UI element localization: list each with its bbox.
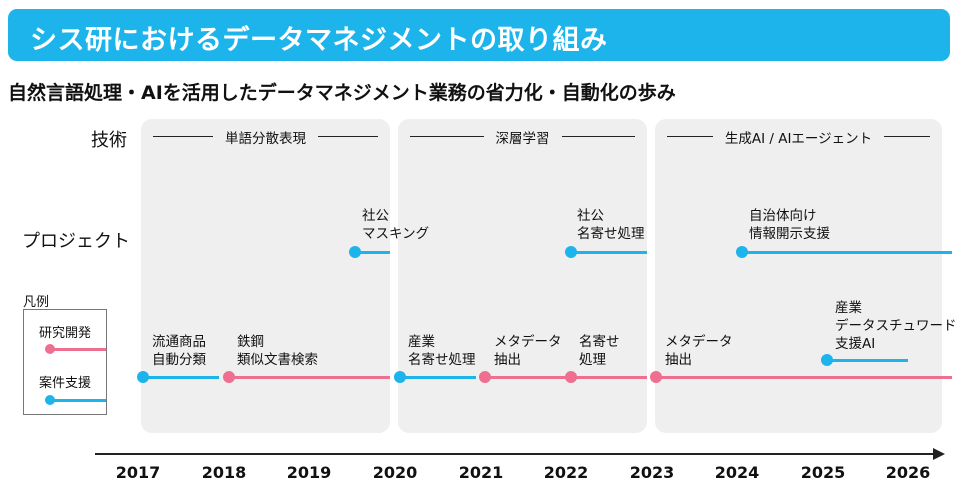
row-label-tech: 技術 <box>91 130 127 151</box>
research-label: 名寄せ 処理 <box>579 334 620 368</box>
project-label: 自治体向け 情報開示支援 <box>749 208 830 242</box>
era-header: 単語分散表現 <box>153 119 378 154</box>
project-bar <box>741 251 952 254</box>
era-line <box>318 136 378 137</box>
research-dot <box>223 371 235 383</box>
project-bar <box>355 251 390 254</box>
year-label: 2024 <box>714 463 760 482</box>
legend: 研究開発 案件支援 <box>23 309 107 415</box>
era-line <box>667 136 713 137</box>
research-dot <box>479 371 491 383</box>
era-header: 生成AI / AIエージェント <box>667 119 931 154</box>
title-bar: シス研におけるデータマネジメントの取り組み <box>8 9 950 61</box>
research-label: 流通商品 自動分類 <box>152 334 206 368</box>
project-dot <box>565 246 577 258</box>
project-label: 社公 マスキング <box>362 208 430 242</box>
research-bar <box>400 376 476 379</box>
research-dot <box>565 371 577 383</box>
era-line <box>884 136 931 137</box>
legend-support-dot <box>45 395 55 405</box>
year-label: 2026 <box>885 463 931 482</box>
year-label: 2023 <box>629 463 675 482</box>
research-dot <box>821 354 833 366</box>
legend-research-label: 研究開発 <box>38 326 91 341</box>
research-bar <box>229 376 390 379</box>
research-bar <box>656 376 952 379</box>
year-label: 2020 <box>372 463 418 482</box>
era-panel-generative-ai: 生成AI / AIエージェント <box>655 119 942 433</box>
era-label: 単語分散表現 <box>225 130 306 147</box>
legend-support-line <box>48 399 106 402</box>
era-label: 深層学習 <box>495 130 550 147</box>
timeline-arrow-icon <box>933 448 945 460</box>
era-line <box>153 136 213 137</box>
legend-support-label: 案件支援 <box>38 376 91 391</box>
era-panel-word-embedding: 単語分散表現 <box>141 119 390 433</box>
year-label: 2022 <box>543 463 589 482</box>
year-label: 2018 <box>201 463 247 482</box>
research-label: メタデータ 抽出 <box>665 334 733 368</box>
research-bar <box>827 359 908 362</box>
research-dot <box>650 371 662 383</box>
research-label: 産業 データスチュワード 支援AI <box>835 300 957 352</box>
year-label: 2025 <box>800 463 846 482</box>
research-dot <box>394 371 406 383</box>
row-label-project: プロジェクト <box>22 231 130 252</box>
era-header: 深層学習 <box>410 119 635 154</box>
project-dot <box>349 246 361 258</box>
research-bar <box>143 376 219 379</box>
project-bar <box>570 251 647 254</box>
page-subtitle: 自然言語処理・AIを活用したデータマネジメント業務の省力化・自動化の歩み <box>8 82 676 104</box>
era-line <box>561 136 635 137</box>
page-title: シス研におけるデータマネジメントの取り組み <box>30 25 608 56</box>
research-label: メタデータ 抽出 <box>494 334 562 368</box>
project-dot <box>736 246 748 258</box>
era-label: 生成AI / AIエージェント <box>724 130 873 147</box>
era-line <box>410 136 484 137</box>
legend-title: 凡例 <box>23 295 50 310</box>
year-label: 2021 <box>458 463 504 482</box>
year-label: 2019 <box>286 463 332 482</box>
legend-research-line <box>48 348 106 351</box>
era-panel-deep-learning: 深層学習 <box>398 119 647 433</box>
timeline-axis <box>95 453 933 455</box>
project-label: 社公 名寄せ処理 <box>577 208 645 242</box>
research-dot <box>137 371 149 383</box>
year-label: 2017 <box>115 463 161 482</box>
research-label: 産業 名寄せ処理 <box>408 334 476 368</box>
research-label: 鉄鋼 類似文書検索 <box>237 334 318 368</box>
legend-research-dot <box>45 344 55 354</box>
